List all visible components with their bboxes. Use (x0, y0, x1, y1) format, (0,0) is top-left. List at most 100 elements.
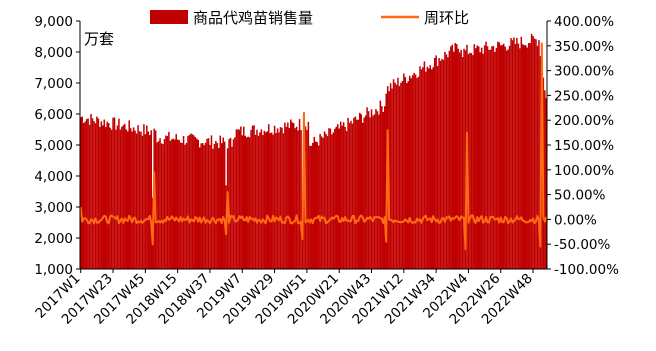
y-unit-label: 万套 (84, 30, 114, 48)
bar (335, 126, 338, 270)
bar (259, 132, 261, 269)
bar (184, 144, 186, 269)
bar (306, 130, 308, 269)
bar (157, 141, 160, 269)
bar (513, 37, 515, 269)
bar (344, 126, 346, 270)
bar (464, 50, 467, 269)
bar (367, 111, 370, 270)
bar (397, 77, 399, 269)
bar (196, 138, 198, 269)
y-left-tick-label: 5,000 (34, 138, 73, 154)
bar (433, 57, 436, 270)
bar (530, 33, 533, 269)
bar (516, 37, 518, 270)
bar (373, 114, 376, 269)
bar (467, 54, 470, 270)
bar (182, 136, 185, 269)
y-right-tick-label: 350.00% (554, 39, 614, 55)
bar (501, 45, 503, 270)
bar (398, 86, 401, 269)
bar (128, 120, 130, 269)
bar (527, 43, 530, 269)
bar (314, 141, 317, 269)
bar (544, 90, 546, 269)
bar (445, 54, 448, 269)
bar (347, 117, 349, 269)
bar (175, 134, 177, 269)
x-tick-labels: 2017W12017W232017W452018W152018W372019W7… (32, 271, 535, 328)
bar (419, 66, 421, 269)
y-left-tick-label: 1,000 (34, 262, 73, 278)
bar (369, 117, 371, 270)
bar (482, 53, 484, 270)
bar (172, 138, 175, 269)
bar (439, 60, 442, 269)
bar (168, 131, 170, 269)
bar (489, 49, 492, 269)
bar (322, 137, 324, 269)
bar (529, 42, 531, 270)
bar (426, 66, 429, 269)
bar (146, 125, 148, 269)
bar (372, 115, 374, 269)
bar (536, 45, 539, 270)
bar (134, 130, 136, 269)
bar (441, 59, 443, 269)
bar (216, 143, 219, 269)
bar (429, 65, 432, 269)
bar (88, 124, 91, 269)
bar (523, 45, 526, 269)
bar (475, 48, 477, 270)
bar (337, 124, 339, 269)
bar (149, 135, 151, 269)
legend-bar-label: 商品代鸡苗销售量 (193, 9, 313, 27)
bar (197, 139, 199, 269)
bar (498, 42, 501, 269)
bar (99, 126, 101, 270)
bar (185, 142, 188, 269)
bar (118, 118, 120, 269)
bar (354, 116, 357, 269)
bar (124, 123, 126, 269)
bar (206, 138, 208, 269)
y-left-tick-label: 6,000 (34, 107, 73, 123)
bar (116, 125, 119, 269)
bar (138, 131, 141, 269)
y-left-tick-label: 4,000 (34, 169, 73, 185)
bar (404, 77, 407, 270)
bar (235, 129, 238, 269)
bars-layer (80, 33, 548, 270)
bar (140, 131, 142, 269)
bar (107, 123, 110, 269)
bar (234, 137, 236, 269)
bar (329, 128, 332, 269)
bar (156, 142, 158, 269)
bar (97, 118, 100, 269)
bar (350, 120, 352, 269)
bar (428, 68, 430, 269)
bar (288, 127, 291, 270)
y-left-tick-label: 9,000 (34, 14, 73, 30)
bar (250, 129, 252, 269)
bar (243, 126, 245, 270)
bar (345, 131, 348, 269)
bar (492, 45, 495, 270)
bar (160, 143, 163, 269)
y-right-tick-label: -50.00% (554, 237, 611, 253)
bar (334, 128, 336, 269)
axes-layer (76, 20, 551, 273)
bar (272, 134, 274, 269)
bar (191, 134, 194, 269)
y-left-tick-label: 8,000 (34, 45, 73, 61)
bar (483, 45, 486, 269)
bar (279, 127, 282, 269)
bar (450, 46, 452, 269)
bar (470, 53, 473, 269)
bar (198, 147, 201, 269)
bar (325, 133, 327, 269)
bar (106, 121, 108, 269)
y-right-tick-label: 0.00% (554, 212, 597, 228)
bar (375, 109, 377, 269)
